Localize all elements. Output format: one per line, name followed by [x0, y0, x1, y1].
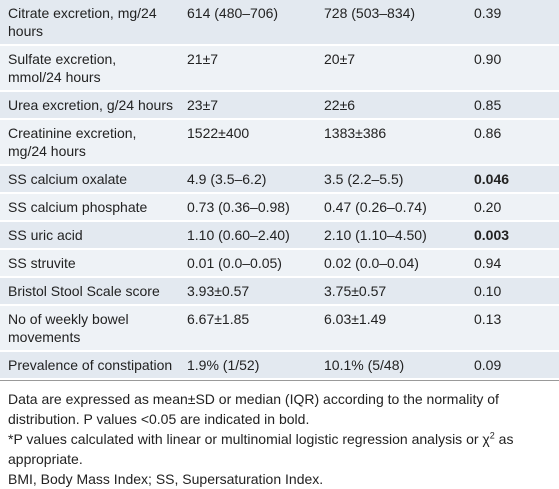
- table-cell: 6.03±1.49: [316, 305, 466, 352]
- p-value: 0.10: [466, 277, 559, 306]
- p-value: 0.046: [466, 165, 559, 194]
- row-label: SS calcium phosphate: [0, 193, 179, 222]
- table-row: No of weekly bowel movements 6.67±1.85 6.0…: [0, 305, 559, 352]
- table-cell: 1522±400: [179, 119, 316, 166]
- table-row: SS calcium oxalate 4.9 (3.5–6.2) 3.5 (2.2–…: [0, 165, 559, 194]
- table-cell: 2.10 (1.10–4.50): [316, 221, 466, 250]
- table-cell: 728 (503–834): [316, 0, 466, 46]
- p-value: 0.85: [466, 91, 559, 120]
- row-label: Sulfate excretion, mmol/24 hours: [0, 45, 179, 92]
- p-value: 0.94: [466, 249, 559, 278]
- p-value: 0.39: [466, 0, 559, 46]
- table-cell: 0.02 (0.0–0.04): [316, 249, 466, 278]
- table-cell: 3.93±0.57: [179, 277, 316, 306]
- p-value: 0.20: [466, 193, 559, 222]
- table-row: Creatinine excretion, mg/24 hours 1522±40…: [0, 119, 559, 166]
- table-cell: 22±6: [316, 91, 466, 120]
- table-cell: 0.73 (0.36–0.98): [179, 193, 316, 222]
- table-cell: 1.9% (1/52): [179, 351, 316, 380]
- table-cell: 3.75±0.57: [316, 277, 466, 306]
- table-row: SS calcium phosphate 0.73 (0.36–0.98) 0.47…: [0, 193, 559, 222]
- row-label: Citrate excretion, mg/24 hours: [0, 0, 179, 46]
- footnote-text: *P values calculated with linear or mult…: [8, 431, 490, 447]
- table-cell: 0.01 (0.0–0.05): [179, 249, 316, 278]
- table-row: SS uric acid 1.10 (0.60–2.40) 2.10 (1.10–4…: [0, 221, 559, 250]
- row-label: SS struvite: [0, 249, 179, 278]
- p-value: 0.09: [466, 351, 559, 380]
- data-table: Citrate excretion, mg/24 hours 614 (480–7…: [0, 0, 559, 380]
- row-label: No of weekly bowel movements: [0, 305, 179, 352]
- p-value: 0.003: [466, 221, 559, 250]
- table-row: Sulfate excretion, mmol/24 hours 21±7 20±7…: [0, 45, 559, 92]
- table-row: SS struvite 0.01 (0.0–0.05) 0.02 (0.0–0.04…: [0, 249, 559, 278]
- table-cell: 4.9 (3.5–6.2): [179, 165, 316, 194]
- table-row: Prevalence of constipation 1.9% (1/52) 10.…: [0, 351, 559, 380]
- table-cell: 10.1% (5/48): [316, 351, 466, 380]
- p-value: 0.86: [466, 119, 559, 166]
- table-cell: 1.10 (0.60–2.40): [179, 221, 316, 250]
- row-label: SS calcium oxalate: [0, 165, 179, 194]
- table-row: Urea excretion, g/24 hours 23±7 22±6 0.85: [0, 91, 559, 120]
- row-label: Prevalence of constipation: [0, 351, 179, 380]
- footnote: BMI, Body Mass Index; SS, Supersaturatio…: [8, 471, 324, 487]
- footnote-text: as appropriate.: [8, 431, 514, 467]
- table-cell: 21±7: [179, 45, 316, 92]
- table-cell: 20±7: [316, 45, 466, 92]
- row-label: SS uric acid: [0, 221, 179, 250]
- footnotes: Data are expressed as mean±SD or median …: [0, 380, 559, 489]
- table-cell: 6.67±1.85: [179, 305, 316, 352]
- table-cell: 1383±386: [316, 119, 466, 166]
- footnote: *P values calculated with linear or mult…: [8, 429, 551, 469]
- p-value: 0.13: [466, 305, 559, 352]
- table-cell: 3.5 (2.2–5.5): [316, 165, 466, 194]
- row-label: Creatinine excretion, mg/24 hours: [0, 119, 179, 166]
- table-cell: 0.47 (0.26–0.74): [316, 193, 466, 222]
- table-row: Citrate excretion, mg/24 hours 614 (480–7…: [0, 0, 559, 46]
- table-cell: 614 (480–706): [179, 0, 316, 46]
- footnote: Data are expressed as mean±SD or median …: [8, 391, 499, 427]
- row-label: Bristol Stool Scale score: [0, 277, 179, 306]
- row-label: Urea excretion, g/24 hours: [0, 91, 179, 120]
- table-cell: 23±7: [179, 91, 316, 120]
- p-value: 0.90: [466, 45, 559, 92]
- superscript: 2: [489, 430, 495, 441]
- table-row: Bristol Stool Scale score 3.93±0.57 3.75±0…: [0, 277, 559, 306]
